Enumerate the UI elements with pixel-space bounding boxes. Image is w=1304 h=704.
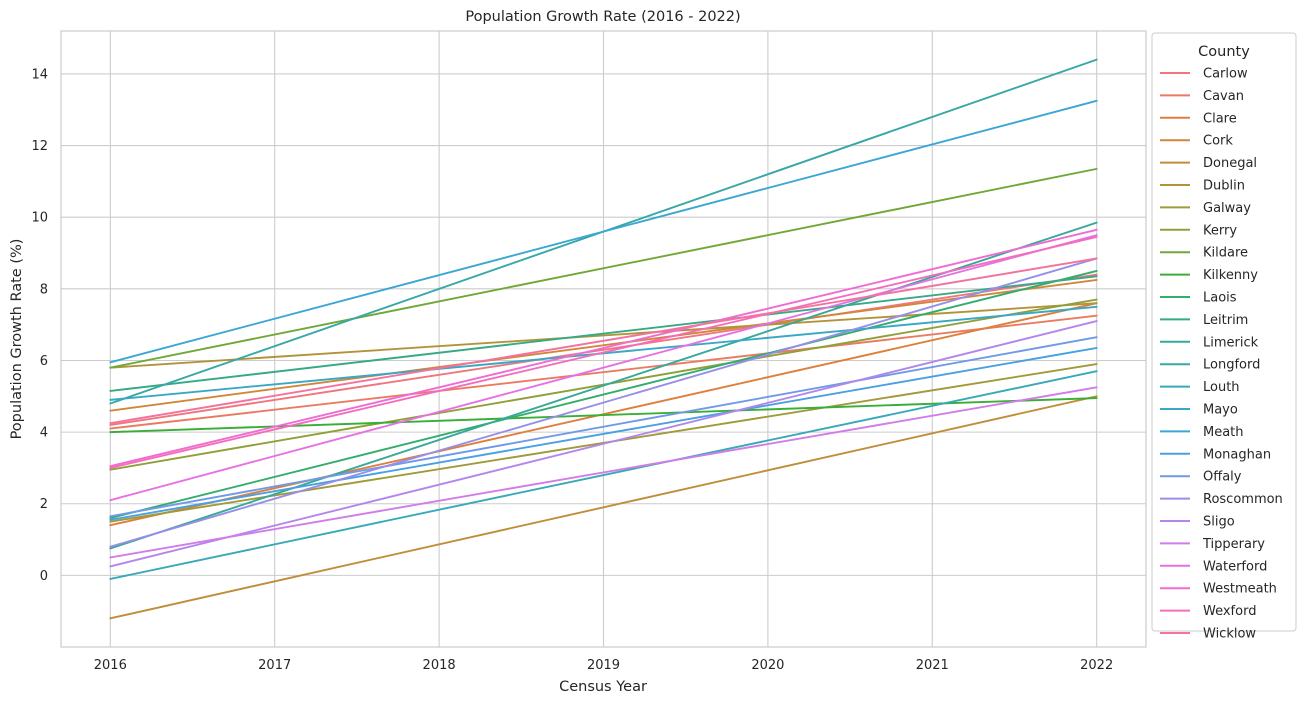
series-line-westmeath xyxy=(109,228,1098,468)
y-tick-label: 12 xyxy=(31,139,48,154)
x-tick-label: 2020 xyxy=(751,658,784,673)
legend-label: Westmeath xyxy=(1203,582,1277,597)
y-axis-label: Population Growth Rate (%) xyxy=(9,239,25,440)
grid-lines xyxy=(61,31,1146,647)
y-tick-label: 4 xyxy=(40,426,48,441)
legend-label: Mayo xyxy=(1203,403,1238,418)
x-tick-label: 2016 xyxy=(94,658,127,673)
legend-label: Clare xyxy=(1203,111,1237,126)
legend-label: Meath xyxy=(1203,425,1244,440)
x-tick-label: 2022 xyxy=(1080,658,1113,673)
legend: County Carlow Cavan Clare Cork Donegal Dublin… xyxy=(1151,32,1297,642)
x-tick-label: 2019 xyxy=(587,658,620,673)
series-line-limerick xyxy=(109,221,1098,550)
series-line-sligo xyxy=(109,320,1098,568)
series-line-wexford xyxy=(109,235,1098,469)
series-line-meath xyxy=(109,99,1098,364)
series-line-cavan xyxy=(109,314,1098,430)
series-line-laois xyxy=(109,270,1098,520)
series-line-donegal xyxy=(109,395,1098,620)
legend-title: County xyxy=(1198,44,1250,60)
legend-items: Carlow Cavan Clare Cork Donegal Dublin Galway K… xyxy=(1160,67,1283,642)
series-line-waterford xyxy=(109,234,1098,502)
legend-label: Wexford xyxy=(1203,604,1256,619)
series-line-offaly xyxy=(109,336,1098,518)
legend-label: Galway xyxy=(1203,201,1251,216)
x-axis-label: Census Year xyxy=(559,679,647,695)
x-tick-label: 2021 xyxy=(916,658,949,673)
legend-label: Tipperary xyxy=(1202,537,1265,552)
series-line-kildare xyxy=(109,167,1098,369)
legend-label: Monaghan xyxy=(1203,447,1271,462)
y-tick-label: 10 xyxy=(31,211,48,226)
legend-label: Louth xyxy=(1203,380,1240,395)
y-tick-label: 2 xyxy=(40,497,48,512)
legend-box xyxy=(1151,32,1297,632)
legend-label: Waterford xyxy=(1203,559,1267,574)
legend-label: Kerry xyxy=(1203,223,1237,238)
series-line-roscommon xyxy=(109,257,1098,548)
series-line-carlow xyxy=(109,273,1098,426)
series-line-louth xyxy=(109,370,1098,580)
legend-label: Laois xyxy=(1203,291,1237,306)
x-tick-label: 2017 xyxy=(258,658,291,673)
legend-label: Cavan xyxy=(1203,89,1244,104)
series-line-wicklow xyxy=(109,257,1098,425)
legend-label: Donegal xyxy=(1203,156,1257,171)
series-line-leitrim xyxy=(109,275,1098,392)
series-lines xyxy=(109,58,1098,620)
y-tick-label: 0 xyxy=(40,569,48,584)
legend-label: Limerick xyxy=(1203,335,1259,350)
legend-label: Roscommon xyxy=(1203,492,1283,507)
legend-label: Kilkenny xyxy=(1203,268,1258,283)
x-tick-label: 2018 xyxy=(423,658,456,673)
legend-label: Cork xyxy=(1203,134,1233,149)
series-line-monaghan xyxy=(109,347,1098,521)
legend-label: Kildare xyxy=(1203,246,1248,261)
legend-label: Dublin xyxy=(1203,179,1245,194)
plot-frame xyxy=(60,30,1147,648)
chart-title: Population Growth Rate (2016 - 2022) xyxy=(465,9,740,25)
legend-label: Wicklow xyxy=(1203,627,1256,642)
y-tick-label: 14 xyxy=(31,67,48,82)
legend-label: Offaly xyxy=(1203,470,1242,485)
y-tick-labels: 0 2 4 6 8 10 12 14 xyxy=(31,67,48,583)
y-tick-label: 8 xyxy=(40,282,48,297)
legend-label: Carlow xyxy=(1203,67,1248,82)
y-tick-label: 6 xyxy=(40,354,48,369)
legend-label: Leitrim xyxy=(1203,313,1248,328)
series-line-dublin xyxy=(109,302,1098,369)
x-tick-labels: 2016 2017 2018 2019 2020 2021 2022 xyxy=(94,658,1113,673)
legend-label: Sligo xyxy=(1203,515,1235,530)
series-line-cork xyxy=(109,278,1098,412)
series-line-tipperary xyxy=(109,386,1098,559)
legend-label: Longford xyxy=(1203,358,1260,373)
